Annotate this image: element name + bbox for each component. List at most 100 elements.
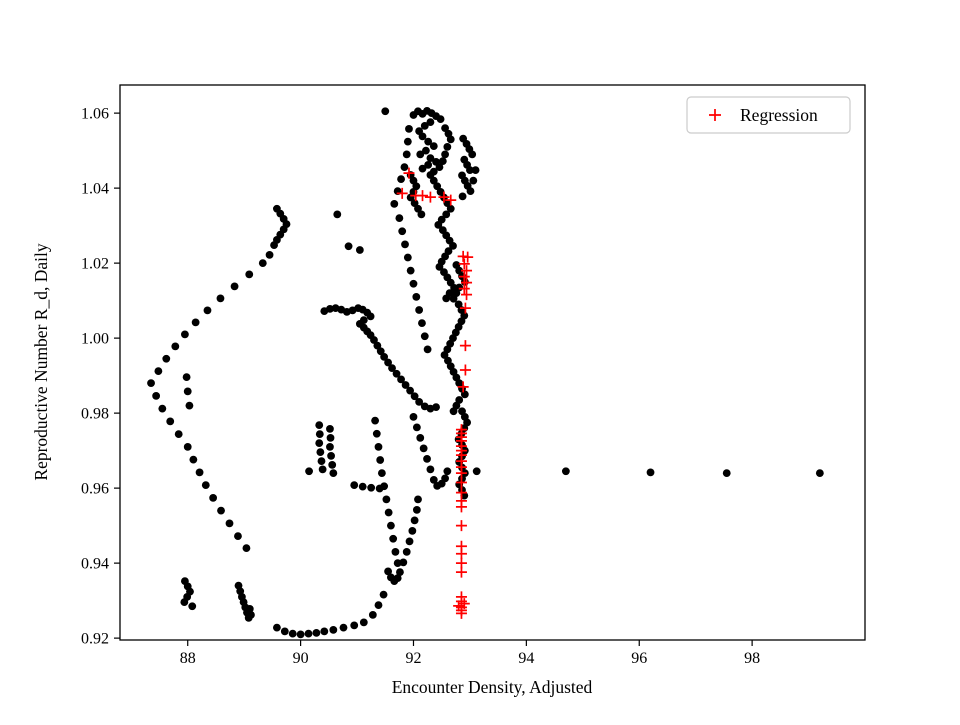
data-point [333, 210, 342, 219]
data-point [416, 150, 425, 159]
data-point [435, 262, 444, 271]
regression-point [457, 381, 469, 393]
data-point [217, 506, 225, 515]
data-point [443, 142, 452, 151]
data-point [426, 118, 435, 127]
data-point [408, 526, 417, 535]
data-point [328, 460, 337, 469]
data-point [426, 171, 435, 179]
data-point [429, 142, 438, 151]
data-point [344, 242, 353, 251]
data-point [370, 336, 378, 344]
data-point [181, 330, 189, 339]
data-point [355, 246, 364, 254]
data-point [391, 547, 400, 556]
regression-point [461, 265, 473, 277]
regression-point [462, 251, 474, 263]
data-point [245, 604, 254, 613]
legend-box [686, 96, 851, 134]
data-point [195, 468, 204, 477]
x-axis-label: Encounter Density, Adjusted [392, 677, 593, 697]
x-tick-label: 96 [631, 650, 647, 667]
data-point [426, 154, 435, 163]
scatter-series [147, 106, 824, 639]
data-point [436, 187, 445, 196]
legend: Regression [686, 96, 851, 134]
regression-point [455, 467, 467, 479]
data-point [429, 176, 438, 185]
regression-point [424, 191, 436, 203]
y-axis-label: Reproductive Number R_d, Daily [31, 243, 51, 480]
data-point [315, 439, 324, 448]
data-point [162, 354, 171, 363]
data-point [265, 250, 274, 259]
regression-point [445, 194, 457, 206]
data-point [403, 137, 412, 146]
data-point [147, 379, 155, 388]
data-point [460, 390, 469, 399]
x-tick-label: 94 [518, 650, 534, 667]
data-point [405, 124, 413, 133]
data-point [201, 481, 210, 490]
data-point [326, 424, 334, 433]
data-point [375, 484, 384, 493]
data-point [245, 270, 254, 279]
data-point [182, 373, 191, 382]
data-point [392, 369, 401, 378]
data-point [406, 386, 414, 395]
data-point [312, 628, 321, 637]
data-point [401, 381, 410, 389]
plot-frame [119, 84, 866, 641]
data-point [188, 602, 197, 611]
data-point [433, 182, 442, 191]
data-point [415, 397, 424, 406]
data-point [401, 240, 409, 249]
data-point [209, 493, 218, 502]
data-point [432, 403, 440, 412]
regression-point [455, 501, 467, 513]
data-point [350, 481, 359, 490]
data-point [423, 345, 432, 354]
regression-point [458, 271, 470, 283]
regression-series [396, 167, 474, 619]
data-point [397, 375, 405, 384]
data-point [435, 163, 444, 172]
data-point [471, 166, 480, 175]
data-point [418, 132, 427, 141]
regression-point [459, 302, 471, 314]
data-point [468, 150, 477, 159]
data-point [410, 516, 419, 525]
data-point [183, 442, 192, 451]
data-point [460, 491, 469, 500]
data-point [396, 568, 404, 577]
regression-point [396, 187, 408, 199]
data-point [247, 610, 255, 619]
data-point [426, 465, 435, 474]
data-point [415, 306, 424, 314]
data-point [384, 508, 393, 517]
data-point [418, 164, 427, 173]
data-point [443, 467, 452, 476]
data-point [420, 121, 429, 130]
data-point [329, 469, 338, 478]
data-point [458, 192, 467, 201]
data-point [441, 474, 449, 483]
data-point [469, 176, 478, 185]
regression-point [455, 520, 467, 532]
data-point [381, 107, 390, 116]
x-axis-ticks: 88 90 92 94 96 98 [180, 640, 760, 667]
data-point [350, 621, 359, 630]
data-point [388, 364, 396, 373]
data-point [438, 157, 447, 166]
data-point [368, 610, 377, 619]
regression-point [458, 283, 470, 295]
data-point [441, 124, 449, 133]
data-point [441, 150, 449, 159]
y-tick-label: 1.02 [81, 256, 109, 273]
data-point [402, 150, 411, 159]
data-point [304, 629, 313, 638]
x-tick-label: 92 [405, 650, 421, 667]
data-point [442, 294, 451, 303]
data-point [449, 294, 458, 303]
